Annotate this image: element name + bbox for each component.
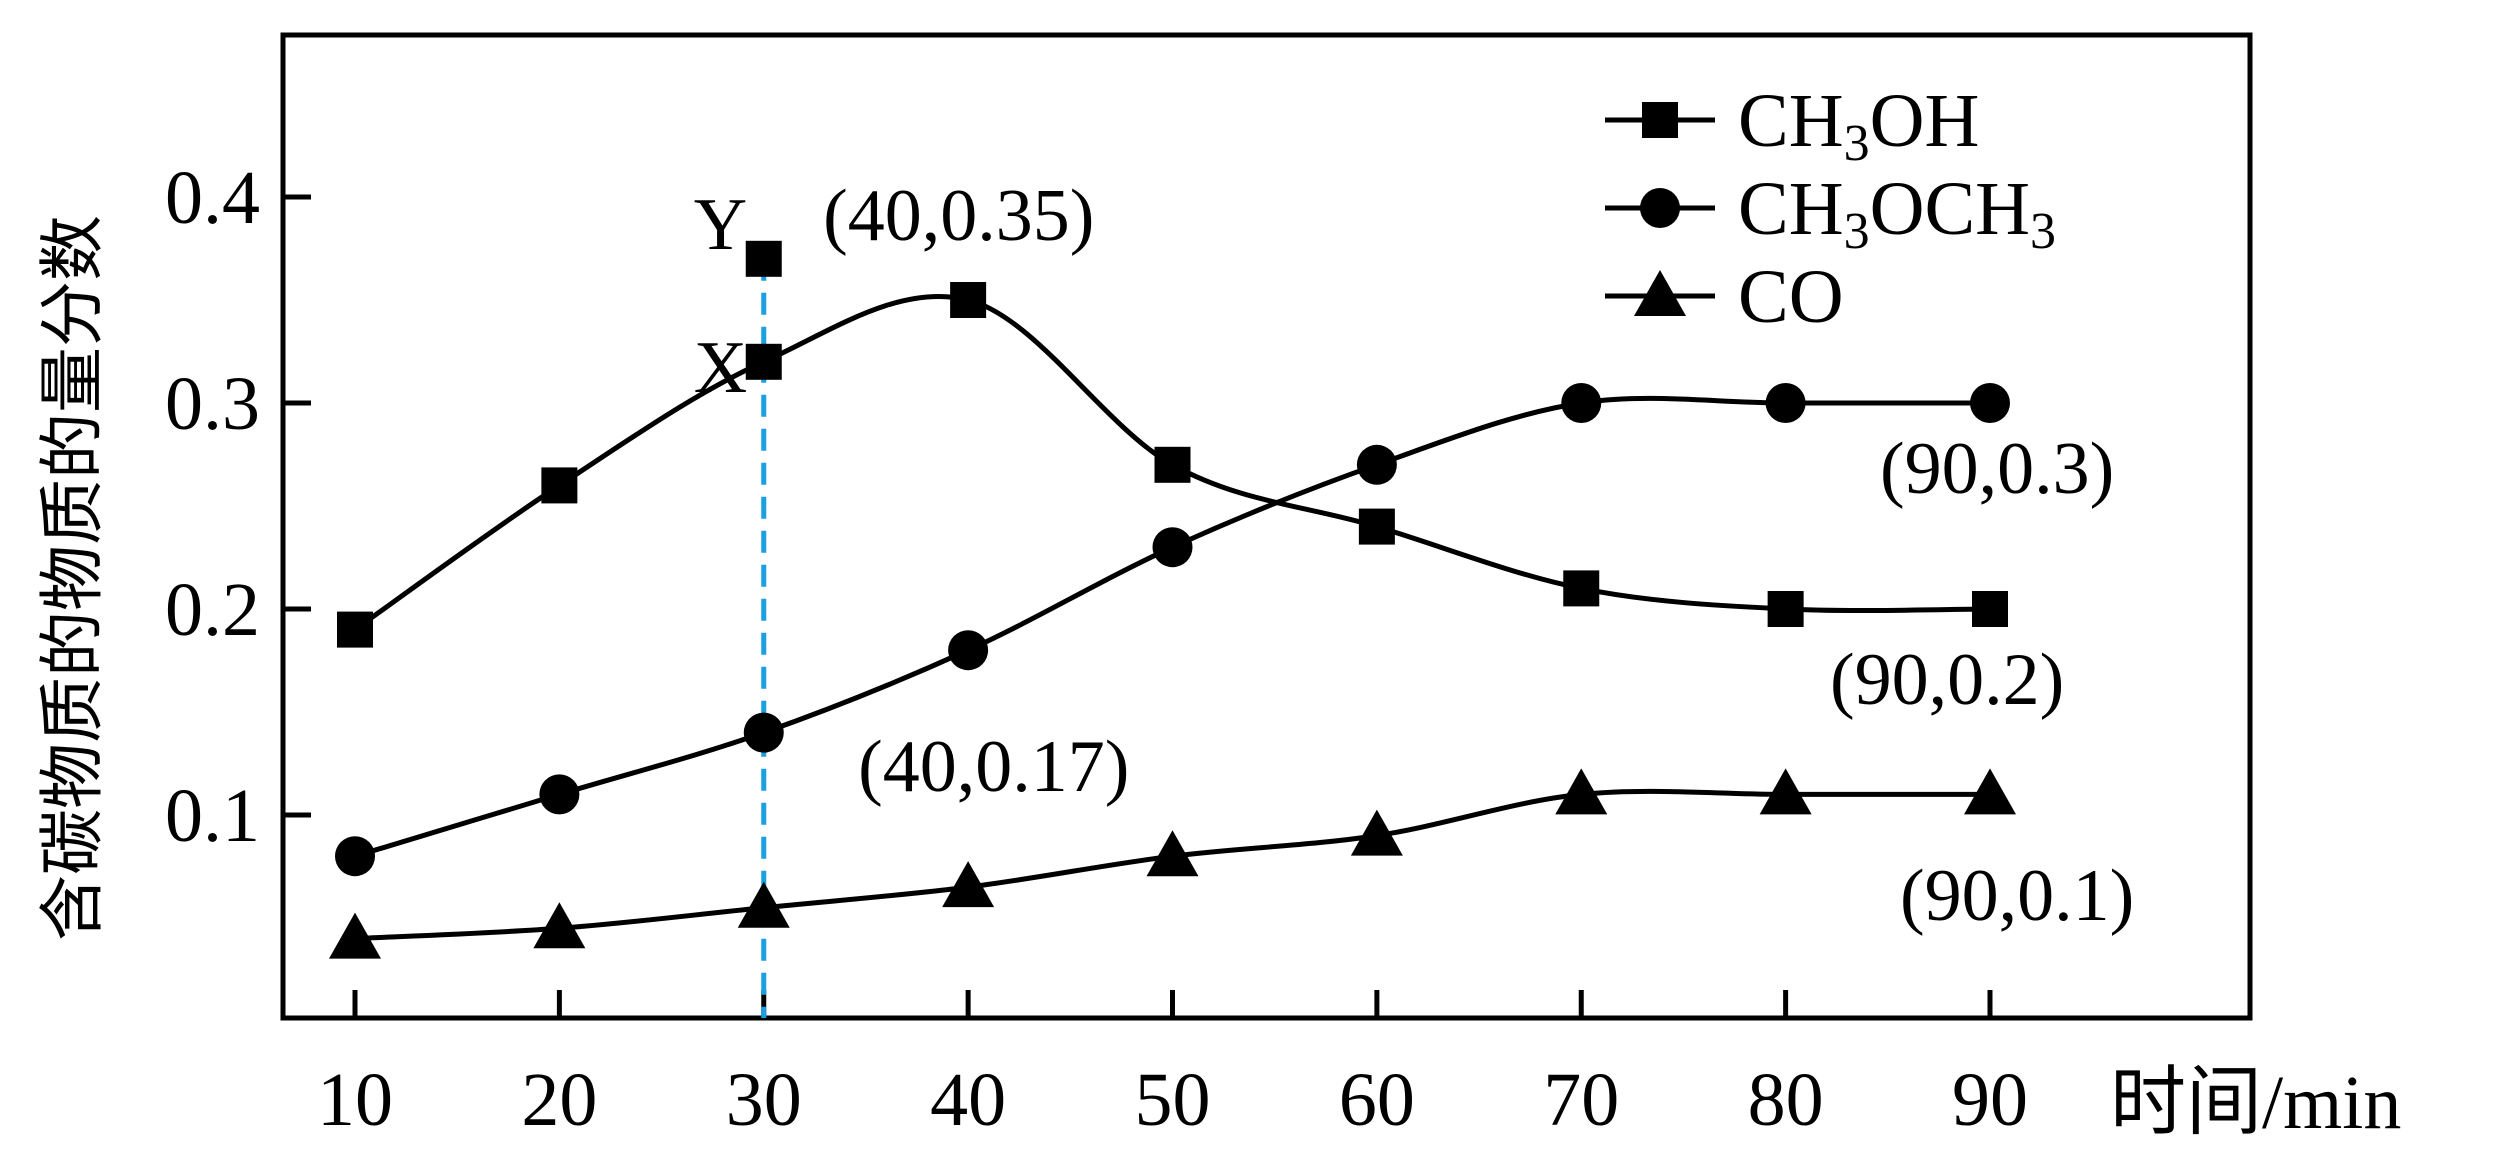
x-tick-label: 80 (1748, 1058, 1824, 1142)
legend-label-part: OH (1870, 79, 1980, 163)
point-ch3oh (745, 343, 782, 380)
x-tick-label: 50 (1135, 1058, 1211, 1142)
series-markers (329, 240, 2016, 959)
legend-label-part: 3 (1844, 203, 1870, 260)
legend-marker-ch3och3 (1640, 188, 1680, 228)
legend-marker-ch3oh (1642, 102, 1678, 138)
annotation-label: (40,0.17) (858, 726, 1129, 808)
y-tick-label: 0.4 (165, 156, 260, 240)
y-axis-title: 含碳物质的物质的量分数 (37, 215, 110, 941)
plot-frame (280, 32, 2253, 1021)
point-ch3och3 (1765, 383, 1806, 423)
x-axis: 10 20 30 40 50 60 70 80 90 (317, 990, 2028, 1142)
legend-label-ch3oh: CH3OH (1738, 79, 1979, 172)
point-co (1555, 768, 1608, 815)
annotation-label: Y (694, 184, 747, 266)
series-line-ch3oh (353, 293, 1991, 632)
point-ch3oh (1767, 591, 1804, 627)
point-ch3och3 (1356, 444, 1397, 485)
legend-label-co: CO (1738, 255, 1844, 339)
point-ch3oh (1358, 508, 1395, 545)
legend-label-part: 3 (2030, 203, 2056, 260)
legend-label-ch3och3: CH3OCH3 (1738, 167, 2056, 260)
point-co (1146, 830, 1199, 877)
point-ch3oh (541, 467, 578, 504)
point-ch3oh (1154, 446, 1191, 483)
legend-label-part: CH (1738, 79, 1844, 163)
point-ch3och3 (1152, 527, 1193, 568)
point-ch3och3 (335, 836, 375, 877)
x-tick-label: 20 (521, 1058, 597, 1142)
point-co (533, 902, 586, 949)
point-ch3och3 (1970, 383, 2010, 423)
legend-label-part: CO (1738, 255, 1844, 339)
x-tick-label: 30 (726, 1058, 802, 1142)
x-tick-label: 40 (930, 1058, 1006, 1142)
point-ch3och3 (948, 630, 989, 671)
legend-label-part: OCH (1870, 167, 2030, 251)
y-tick-label: 0.2 (165, 568, 260, 652)
point-co (737, 881, 790, 928)
annotation-label: (90,0.1) (1900, 855, 2134, 937)
point-co (329, 912, 381, 959)
x-tick-label: 60 (1339, 1058, 1415, 1142)
point-ch3oh (1972, 591, 2008, 627)
point-y (745, 240, 782, 277)
x-tick-label: 90 (1952, 1058, 2028, 1142)
point-co (1964, 768, 2016, 815)
x-tick-label: 70 (1543, 1058, 1619, 1142)
x-axis-title: 时间/min (2110, 1061, 2401, 1145)
point-ch3och3 (743, 712, 784, 753)
point-ch3oh (1563, 570, 1600, 607)
y-tick-label: 0.1 (165, 774, 260, 858)
annotation-label: X (694, 327, 747, 409)
point-ch3och3 (1561, 383, 1602, 423)
annotations: XY (40,0.35) (40,0.17) (90,0.3) (90,0.2) (90,… (694, 175, 2135, 937)
point-co (1759, 768, 1812, 815)
point-ch3och3 (539, 774, 580, 815)
point-ch3oh (950, 282, 987, 318)
point-co (1350, 809, 1403, 856)
point-ch3oh (337, 611, 373, 648)
legend-marker-co (1634, 270, 1686, 316)
annotation-label: (90,0.3) (1880, 428, 2114, 510)
y-axis: 0.1 0.2 0.3 0.4 (165, 156, 311, 858)
legend-label-part: 3 (1844, 115, 1870, 172)
annotation-label: (40,0.35) (823, 175, 1094, 257)
annotation-label: (90,0.2) (1830, 639, 2064, 721)
x-tick-label: 10 (317, 1058, 393, 1142)
legend-label-part: CH (1738, 167, 1844, 251)
point-co (942, 861, 995, 908)
y-tick-label: 0.3 (165, 362, 260, 446)
